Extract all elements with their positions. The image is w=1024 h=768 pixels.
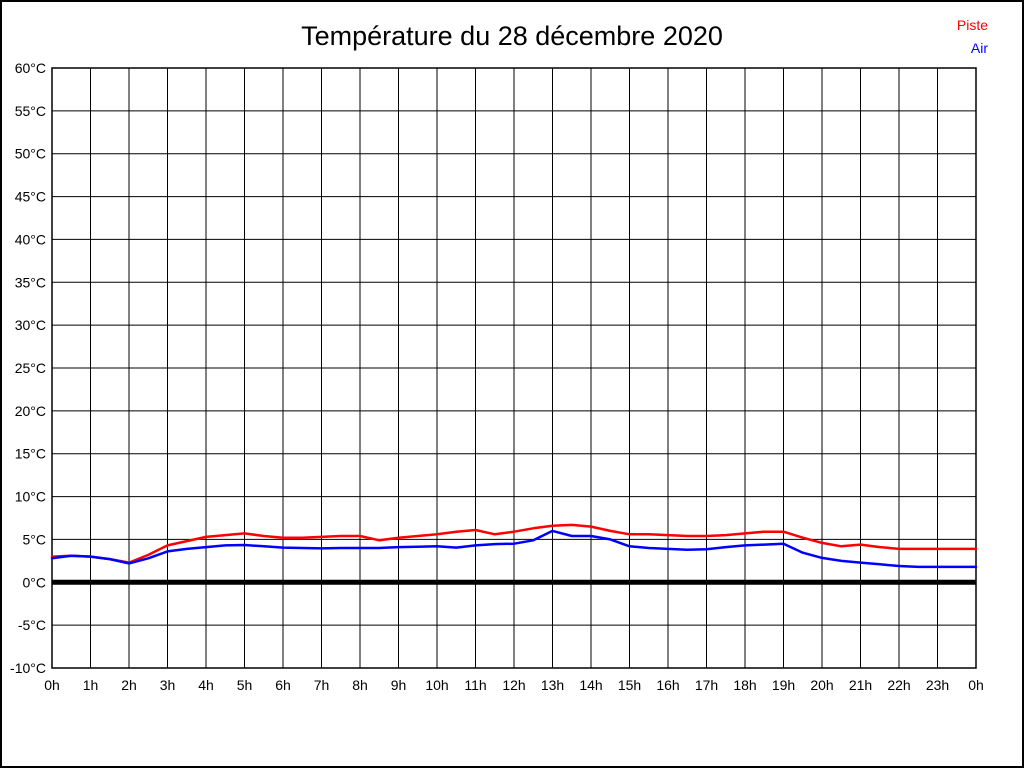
legend-item-air: Air	[970, 40, 988, 56]
plot-border	[51, 67, 977, 669]
y-tick-label: 15°C	[15, 446, 46, 462]
y-tick-label: 0°C	[23, 574, 47, 590]
y-tick-label: -5°C	[18, 617, 46, 633]
x-tick-label: 8h	[352, 677, 368, 693]
series-line-piste	[50, 523, 978, 564]
chart-title: Température du 28 décembre 2020	[301, 21, 723, 51]
x-tick-label: 19h	[772, 677, 795, 693]
y-tick-label: 25°C	[15, 360, 46, 376]
x-tick-label: 15h	[618, 677, 641, 693]
x-tick-label: 22h	[887, 677, 910, 693]
y-tick-label: 55°C	[15, 103, 46, 119]
x-tick-label: 17h	[695, 677, 718, 693]
x-tick-label: 6h	[275, 677, 291, 693]
legend: Piste Air	[957, 14, 988, 60]
x-tick-label: 21h	[849, 677, 872, 693]
x-tick-label: 18h	[733, 677, 756, 693]
y-tick-label: 60°C	[15, 60, 46, 76]
y-tick-label: 10°C	[15, 489, 46, 505]
x-tick-label: 2h	[121, 677, 137, 693]
y-tick-label: 40°C	[15, 231, 46, 247]
x-tick-label: 10h	[425, 677, 448, 693]
x-tick-label: 11h	[464, 677, 486, 693]
x-tick-label: 0h	[968, 677, 984, 693]
x-tick-label: 4h	[198, 677, 214, 693]
y-tick-label: 45°C	[15, 189, 46, 205]
legend-item-piste: Piste	[956, 17, 988, 33]
x-tick-label: 3h	[160, 677, 176, 693]
x-tick-label: 23h	[926, 677, 949, 693]
y-tick-label: 20°C	[15, 403, 46, 419]
x-tick-label: 20h	[810, 677, 833, 693]
x-tick-label: 7h	[314, 677, 330, 693]
y-tick-label: 50°C	[15, 146, 46, 162]
y-tick-label: -10°C	[10, 660, 46, 676]
x-tick-label: 14h	[579, 677, 602, 693]
x-tick-label: 0h	[44, 677, 60, 693]
x-tick-label: 13h	[541, 677, 564, 693]
y-tick-label: 30°C	[15, 317, 46, 333]
series-line-air	[50, 529, 978, 569]
y-tick-label: 35°C	[15, 274, 46, 290]
x-tick-label: 1h	[83, 677, 99, 693]
x-tick-label: 9h	[391, 677, 407, 693]
y-tick-label: 5°C	[23, 531, 47, 547]
x-tick-label: 12h	[502, 677, 525, 693]
x-tick-label: 5h	[237, 677, 253, 693]
x-tick-label: 16h	[656, 677, 679, 693]
